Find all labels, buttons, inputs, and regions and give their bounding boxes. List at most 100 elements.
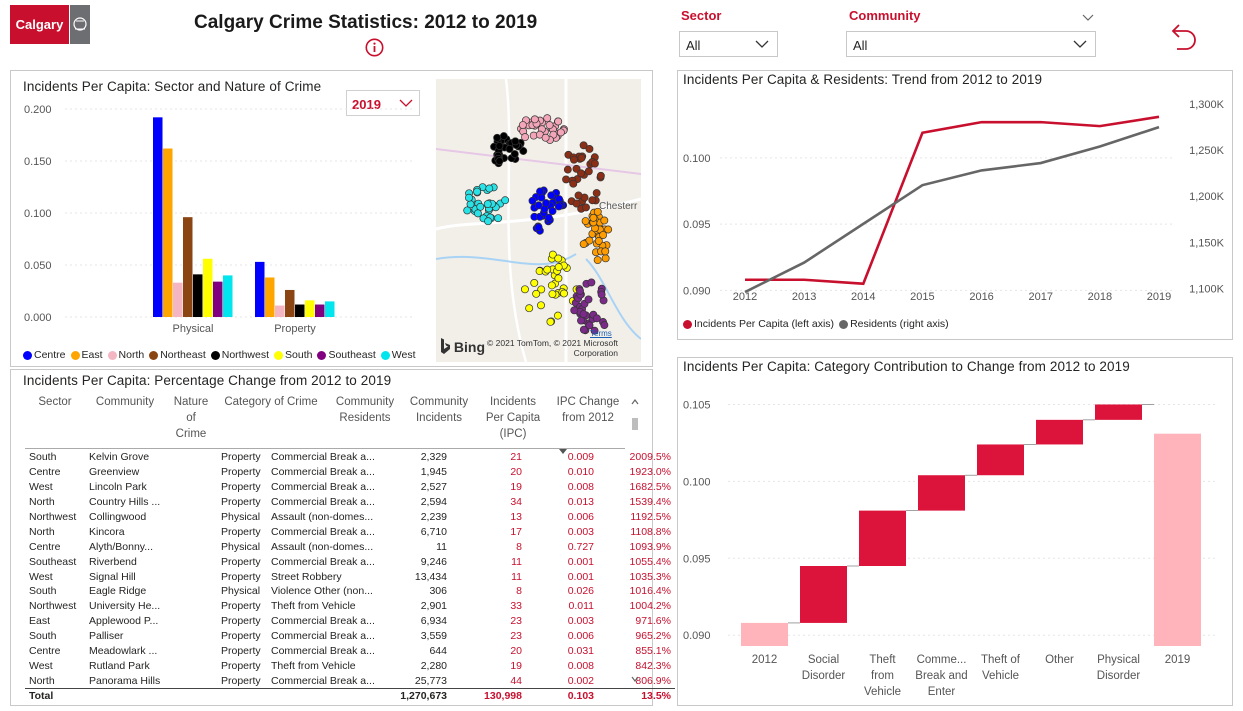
- map-point-centre[interactable]: [542, 199, 550, 208]
- bar-northeast-physical[interactable]: [183, 217, 193, 317]
- community-map[interactable]: Chesterr: [436, 79, 641, 362]
- map-point-northwest[interactable]: [493, 133, 502, 142]
- map-point-south[interactable]: [547, 281, 556, 290]
- map-point-east[interactable]: [585, 236, 594, 245]
- map-point-east[interactable]: [593, 207, 602, 216]
- map-point-north[interactable]: [521, 133, 530, 142]
- map-point-northeast[interactable]: [577, 153, 586, 162]
- map-point-south[interactable]: [520, 285, 529, 294]
- map-point-northeast[interactable]: [592, 189, 601, 197]
- map-point-south[interactable]: [554, 254, 563, 263]
- col-header-change[interactable]: IPC Change from 2012: [556, 396, 620, 424]
- map-point-centre[interactable]: [544, 213, 553, 222]
- table-row[interactable]: Northwest University He... Property Theft f…: [25, 599, 675, 614]
- table-total-row[interactable]: Total 1,270,673 130,998 0.103 13.5%: [25, 687, 675, 704]
- bar-west-physical[interactable]: [223, 275, 233, 317]
- map-point-northeast[interactable]: [585, 145, 594, 153]
- sort-descending-icon[interactable]: [559, 441, 567, 459]
- map-point-north[interactable]: [543, 114, 552, 123]
- map-point-west[interactable]: [483, 200, 492, 208]
- map-point-northwest[interactable]: [505, 145, 514, 153]
- map-point-northeast[interactable]: [563, 165, 572, 174]
- waterfall-bar[interactable]: [741, 622, 788, 646]
- table-row[interactable]: Northwest Collingwood Physical Assault (non…: [25, 510, 675, 525]
- map-point-west[interactable]: [463, 206, 472, 215]
- legend-item-east[interactable]: East: [70, 349, 103, 361]
- map-point-centre[interactable]: [548, 207, 557, 216]
- legend-item-northwest[interactable]: Northwest: [210, 349, 269, 361]
- map-point-south[interactable]: [546, 317, 555, 326]
- map-point-northeast[interactable]: [574, 191, 583, 200]
- col-header-nature[interactable]: Nature of Crime: [173, 396, 209, 440]
- waterfall-bar[interactable]: [1036, 419, 1083, 445]
- waterfall-bar[interactable]: [1095, 404, 1142, 420]
- legend-item-west[interactable]: West: [380, 349, 416, 361]
- bar-centre-physical[interactable]: [153, 117, 163, 317]
- waterfall-bar[interactable]: [1154, 433, 1201, 646]
- legend-item-north[interactable]: North: [107, 349, 144, 361]
- bar-northwest-physical[interactable]: [193, 274, 203, 317]
- bar-northwest-property[interactable]: [295, 304, 305, 317]
- map-point-south[interactable]: [554, 263, 563, 272]
- map-point-south[interactable]: [543, 265, 552, 274]
- map-point-northwest[interactable]: [511, 137, 520, 146]
- table-row[interactable]: North Panorama Hills Property Commercial Br…: [25, 673, 675, 688]
- map-point-northeast[interactable]: [569, 155, 578, 164]
- map-point-north[interactable]: [541, 133, 550, 142]
- map-point-northwest[interactable]: [495, 141, 504, 150]
- map-point-east[interactable]: [581, 217, 590, 225]
- map-point-southeast[interactable]: [585, 321, 594, 330]
- table-row[interactable]: South Eagle Ridge Physical Violence Other (…: [25, 584, 675, 599]
- col-header-incidents[interactable]: Community Incidents: [409, 396, 469, 424]
- map-point-west[interactable]: [485, 184, 494, 193]
- waterfall-bar[interactable]: [918, 475, 965, 511]
- map-point-centre[interactable]: [534, 201, 543, 210]
- map-point-east[interactable]: [601, 247, 610, 256]
- bar-southeast-physical[interactable]: [213, 281, 223, 317]
- map-point-east[interactable]: [600, 216, 609, 225]
- table-row[interactable]: Centre Meadowlark ... Property Commercial B…: [25, 644, 675, 659]
- map-point-northeast[interactable]: [577, 169, 585, 178]
- map-point-southeast[interactable]: [576, 286, 584, 295]
- col-header-ipc[interactable]: Incidents Per Capita (IPC): [485, 396, 541, 440]
- map-point-southeast[interactable]: [590, 326, 599, 335]
- table-row[interactable]: West Rutland Park Property Theft from Vehic…: [25, 658, 675, 673]
- map-point-west[interactable]: [465, 193, 473, 202]
- table-scrollbar[interactable]: [630, 396, 640, 690]
- legend-item-southeast[interactable]: Southeast: [317, 349, 376, 361]
- map-point-west[interactable]: [494, 214, 503, 223]
- table-row[interactable]: Southeast Riverbend Property Commercial Bre…: [25, 554, 675, 569]
- line-residents[interactable]: [744, 125, 1160, 294]
- map-point-northeast[interactable]: [584, 167, 593, 176]
- bar-east-property[interactable]: [265, 277, 275, 317]
- legend-item-centre[interactable]: Centre: [23, 349, 66, 361]
- map-point-west[interactable]: [473, 187, 482, 196]
- bar-east-physical[interactable]: [163, 148, 173, 317]
- col-header-community[interactable]: Community: [95, 396, 155, 408]
- map-point-north[interactable]: [545, 121, 554, 130]
- map-point-east[interactable]: [589, 213, 598, 222]
- map-point-south[interactable]: [525, 304, 534, 313]
- map-point-north[interactable]: [518, 121, 527, 130]
- map-point-northeast[interactable]: [590, 159, 599, 168]
- bar-centre-property[interactable]: [255, 261, 265, 317]
- map-point-centre[interactable]: [534, 223, 543, 232]
- map-point-south[interactable]: [554, 274, 563, 283]
- map-point-northwest[interactable]: [510, 150, 519, 158]
- bar-west-property[interactable]: [325, 301, 335, 317]
- map-point-south[interactable]: [537, 285, 546, 294]
- line-incidents-per-capita[interactable]: [745, 115, 1160, 286]
- map-point-southeast[interactable]: [592, 314, 601, 323]
- community-collapse-icon[interactable]: [1082, 9, 1094, 27]
- map-point-northeast[interactable]: [582, 203, 590, 212]
- map-point-northwest[interactable]: [499, 132, 508, 141]
- table-row[interactable]: West Lincoln Park Property Commercial Break…: [25, 480, 675, 495]
- bar-southeast-property[interactable]: [315, 304, 325, 317]
- map-point-northwest[interactable]: [519, 147, 528, 155]
- map-point-south[interactable]: [548, 250, 557, 259]
- col-header-residents[interactable]: Community Residents: [335, 396, 395, 424]
- map-point-northeast[interactable]: [596, 171, 605, 180]
- map-point-southeast[interactable]: [597, 290, 606, 299]
- map-point-east[interactable]: [593, 256, 602, 265]
- bar-north-property[interactable]: [275, 305, 285, 317]
